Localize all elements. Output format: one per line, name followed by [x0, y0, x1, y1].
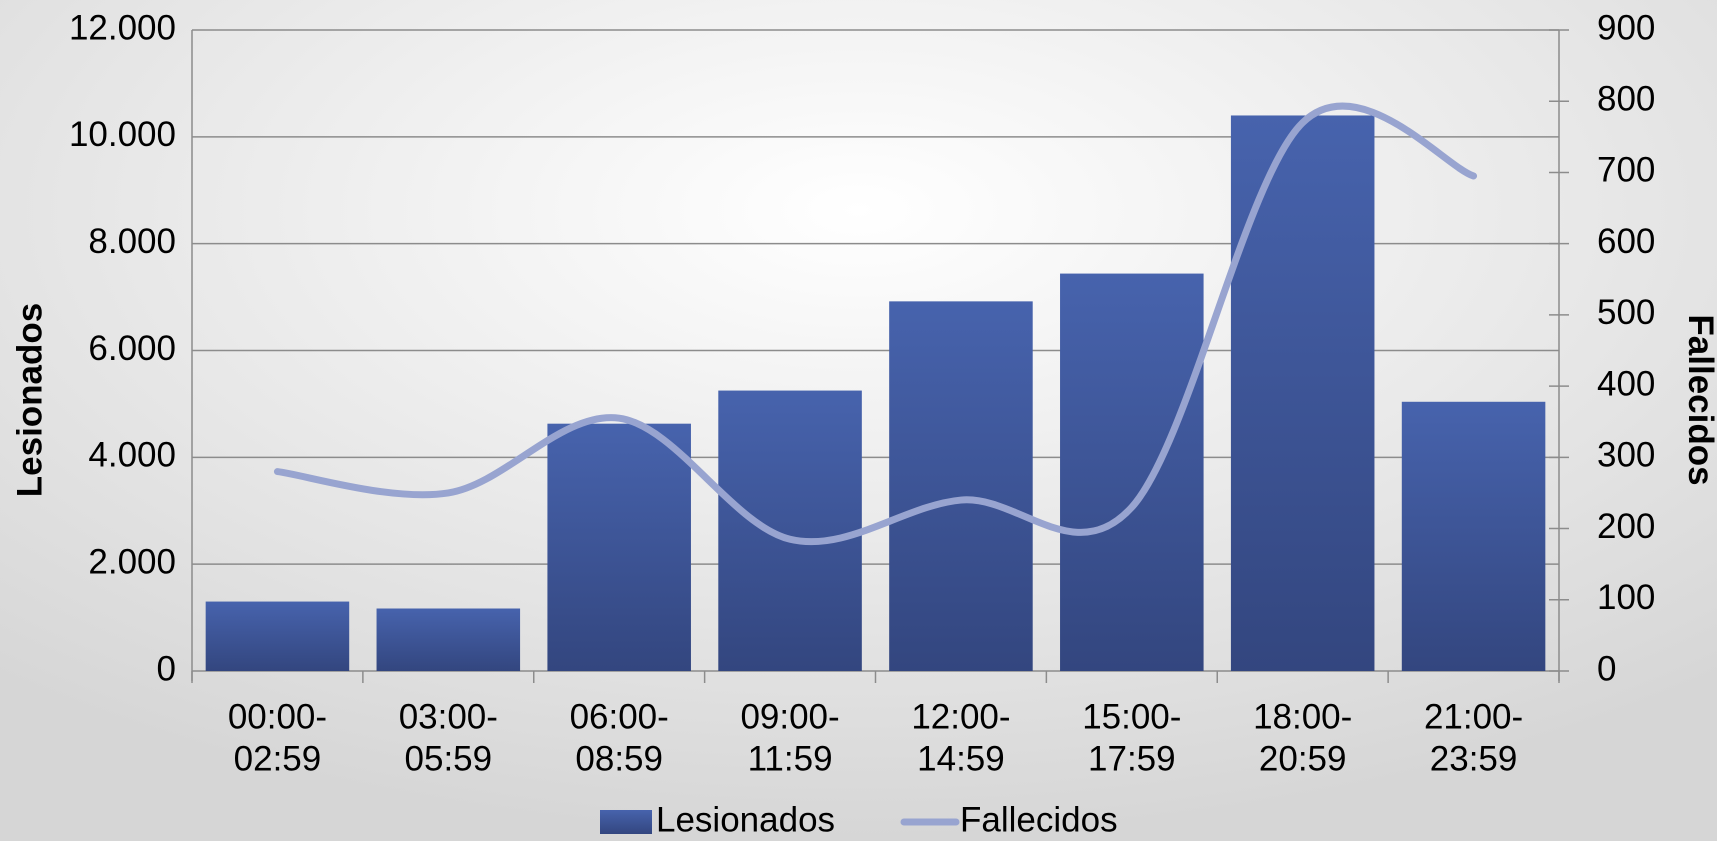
bar: [1401, 401, 1546, 671]
x-tick-label: 20:59: [1259, 739, 1347, 778]
legend-label: Fallecidos: [960, 800, 1118, 839]
x-tick-label: 18:00-: [1253, 697, 1352, 736]
x-tick-label: 14:59: [917, 739, 1005, 778]
x-tick-label: 05:59: [405, 739, 493, 778]
y2-tick-label: 200: [1597, 507, 1655, 546]
y2-tick-label: 800: [1597, 79, 1655, 118]
x-tick-label: 06:00-: [570, 697, 669, 736]
y-tick-label: 4.000: [88, 436, 176, 475]
y2-tick-label: 0: [1597, 649, 1616, 688]
y2-axis-title: Fallecidos: [1681, 314, 1717, 485]
bar: [547, 423, 691, 671]
x-tick-label: 09:00-: [740, 697, 839, 736]
y2-tick-label: 900: [1597, 8, 1655, 47]
x-tick-label: 00:00-: [228, 697, 327, 736]
x-tick-label: 12:00-: [911, 697, 1010, 736]
y-tick-label: 8.000: [88, 222, 176, 261]
bar: [1060, 273, 1204, 671]
x-tick-label: 03:00-: [399, 697, 498, 736]
y2-tick-label: 400: [1597, 364, 1655, 403]
bar: [1230, 115, 1375, 671]
y-tick-label: 0: [157, 649, 176, 688]
y-axis-title: Lesionados: [10, 303, 49, 497]
y-tick-label: 10.000: [69, 115, 176, 154]
x-tick-label: 23:59: [1430, 739, 1518, 778]
bar: [205, 601, 350, 671]
y2-tick-label: 700: [1597, 151, 1655, 190]
legend-swatch: [600, 810, 652, 834]
y-tick-label: 12.000: [69, 8, 176, 47]
legend-label: Lesionados: [656, 800, 835, 839]
y2-tick-label: 100: [1597, 578, 1655, 617]
bar: [718, 390, 862, 671]
x-tick-label: 17:59: [1088, 739, 1176, 778]
line: [273, 102, 1478, 546]
x-tick-label: 21:00-: [1424, 697, 1523, 736]
y-tick-label: 2.000: [88, 542, 176, 581]
bar: [889, 301, 1033, 671]
x-tick-label: 02:59: [234, 739, 322, 778]
y2-tick-label: 600: [1597, 222, 1655, 261]
x-tick-label: 15:00-: [1082, 697, 1181, 736]
x-tick-label: 11:59: [748, 739, 833, 778]
y2-tick-label: 500: [1597, 293, 1655, 332]
y2-tick-label: 300: [1597, 436, 1655, 475]
y-tick-label: 6.000: [88, 329, 176, 368]
x-tick-label: 08:59: [575, 739, 663, 778]
bar: [376, 608, 521, 671]
